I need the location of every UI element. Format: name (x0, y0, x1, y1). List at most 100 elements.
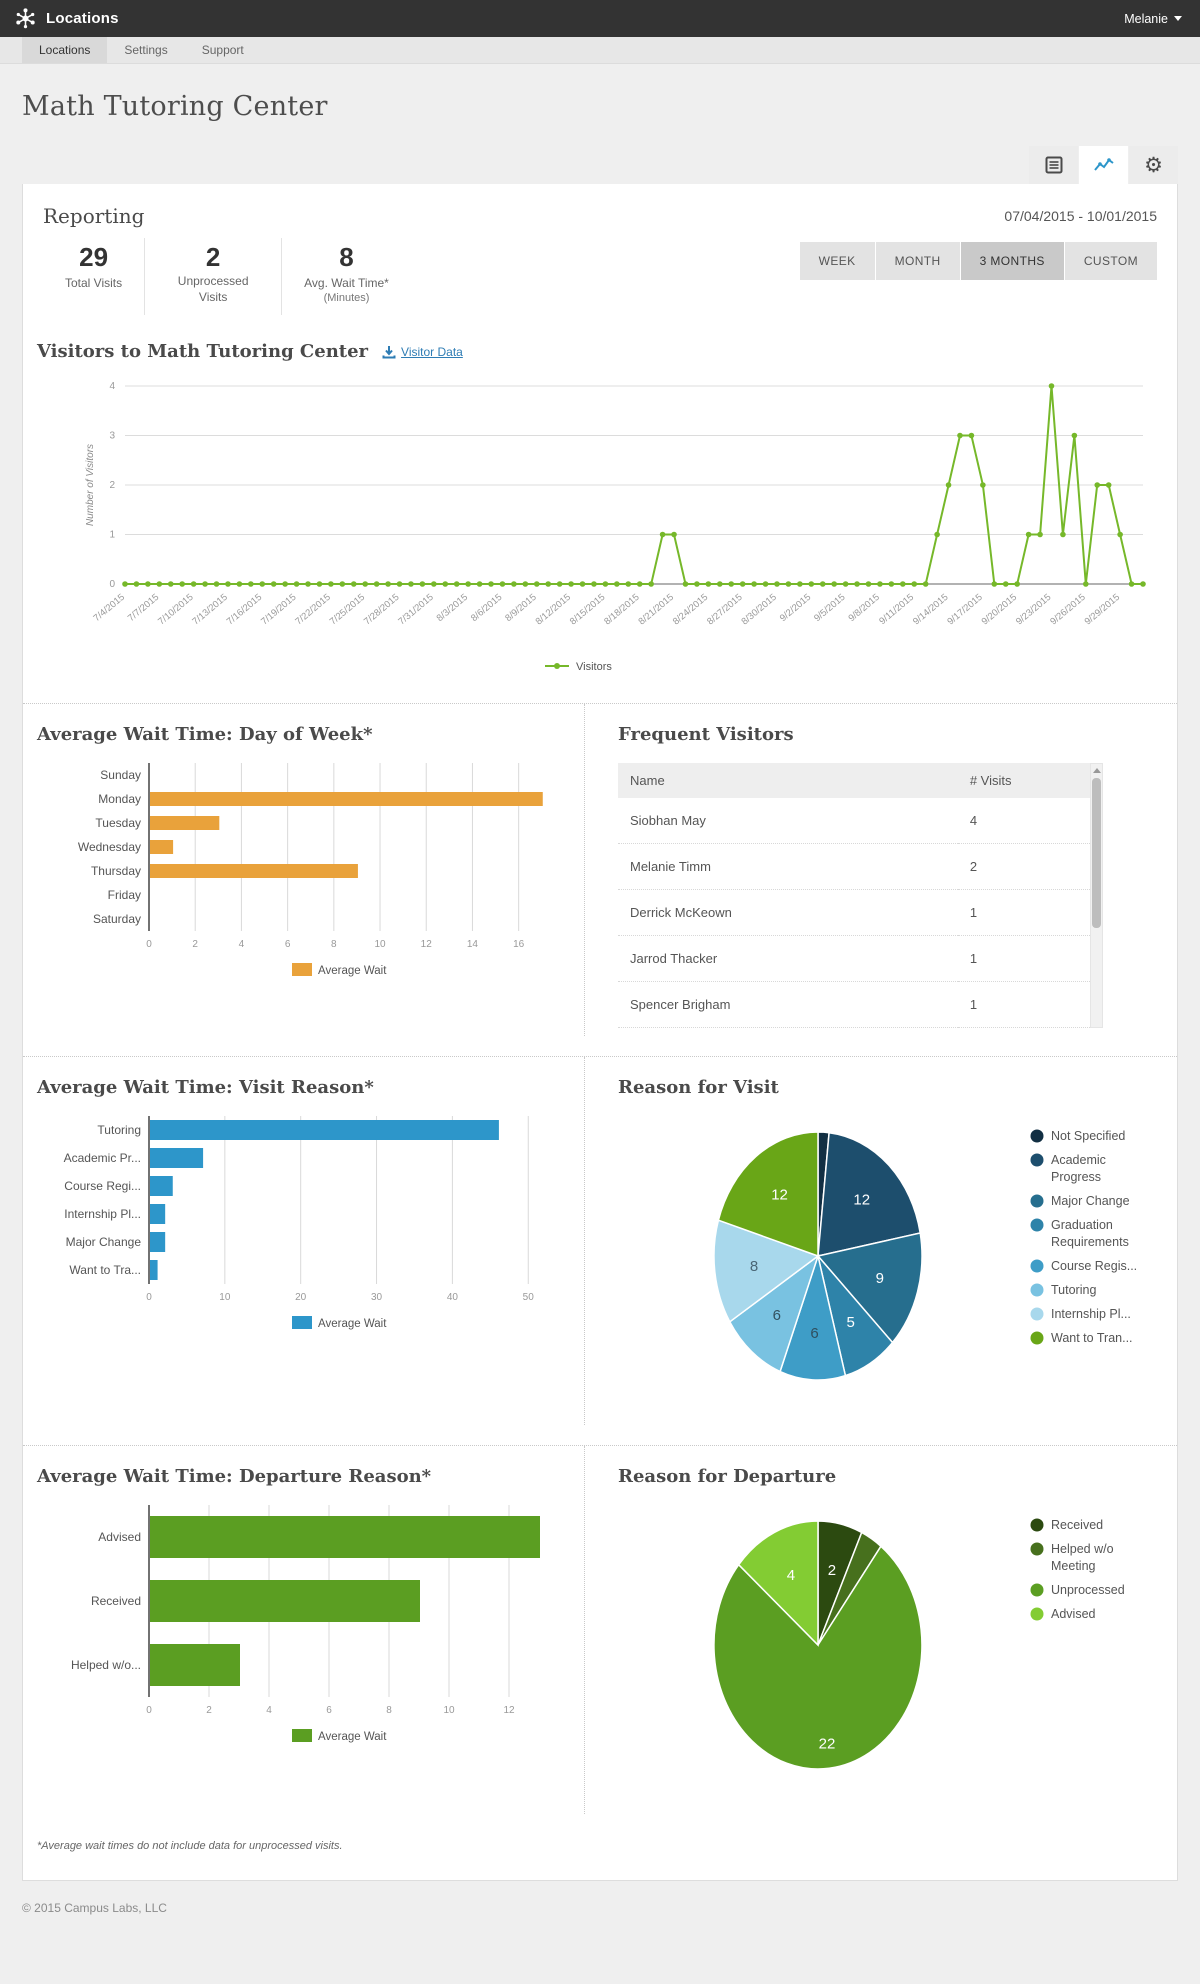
svg-text:4: 4 (266, 1705, 272, 1716)
stat-avg-wait-time: 8 Avg. Wait Time* (Minutes) (281, 238, 411, 316)
svg-text:Helped w/o...: Helped w/o... (71, 1658, 141, 1672)
stats-row: 29 Total Visits 2 Unprocessed Visits 8 A… (43, 238, 411, 316)
svg-text:50: 50 (523, 1292, 535, 1303)
range-button-custom[interactable]: CUSTOM (1064, 242, 1157, 280)
svg-text:Requirements: Requirements (1051, 1235, 1129, 1249)
svg-text:12: 12 (421, 939, 433, 950)
svg-text:Major Change: Major Change (66, 1235, 142, 1249)
svg-text:0: 0 (146, 1705, 152, 1716)
svg-text:4: 4 (239, 939, 245, 950)
svg-text:9/20/2015: 9/20/2015 (980, 592, 1019, 628)
svg-text:Want to Tran...: Want to Tran... (1051, 1331, 1133, 1345)
scrollbar-thumb[interactable] (1092, 778, 1101, 929)
svg-text:9/23/2015: 9/23/2015 (1014, 592, 1053, 628)
svg-text:6: 6 (285, 939, 291, 950)
stat-unprocessed-visits: 2 Unprocessed Visits (144, 238, 281, 316)
table-row: Siobhan May 4 (618, 798, 1090, 845)
svg-text:Advised: Advised (98, 1530, 141, 1544)
table-scrollbar[interactable] (1090, 763, 1103, 1029)
svg-text:8: 8 (331, 939, 337, 950)
table-row: Spencer Brigham 1 (618, 981, 1090, 1029)
range-button-month[interactable]: MONTH (875, 242, 960, 280)
app-title: Locations (46, 10, 119, 27)
list-view-tab[interactable] (1029, 146, 1078, 184)
user-menu[interactable]: Melanie (1124, 12, 1182, 26)
chevron-down-icon (1174, 16, 1182, 21)
document-list-icon (1045, 156, 1062, 174)
svg-text:9/29/2015: 9/29/2015 (1083, 592, 1122, 628)
wait-departure-reason-chart: 0 2 4 6 8 10 12 Advised Received Helped w/o... Ave… (37, 1497, 570, 1760)
svg-text:9: 9 (876, 1271, 884, 1288)
svg-text:Helped w/o: Helped w/o (1051, 1542, 1114, 1556)
settings-tab[interactable]: ⚙ (1129, 146, 1178, 184)
svg-text:20: 20 (295, 1292, 307, 1303)
table-row: Jarrod Thacker 1 (618, 935, 1090, 983)
visitors-chart-title: Visitors to Math Tutoring Center (37, 341, 369, 363)
svg-text:14: 14 (467, 939, 479, 950)
column-header-visits: # Visits (957, 763, 1090, 799)
user-name: Melanie (1124, 11, 1168, 26)
tab-locations[interactable]: Locations (22, 37, 108, 63)
svg-text:9/14/2015: 9/14/2015 (911, 592, 950, 628)
visitors-line-chart: 0 1 2 3 4 Number of Visitors 7/4/2015 7/7/2015 7… (23, 362, 1177, 683)
range-button-week[interactable]: WEEK (799, 242, 875, 280)
reason-for-departure-pie-chart: 2 22 4 Received Helped w/o Meeting Unprocessed… (618, 1493, 1163, 1806)
top-navbar: Locations Melanie (0, 0, 1200, 37)
panel-title: Reporting (43, 204, 145, 228)
svg-text:10: 10 (374, 939, 386, 950)
svg-text:12: 12 (853, 1192, 870, 1209)
page-title: Math Tutoring Center (22, 91, 328, 122)
svg-text:9/11/2015: 9/11/2015 (877, 592, 916, 627)
svg-text:Received: Received (91, 1594, 141, 1608)
reporting-panel: Reporting 07/04/2015 - 10/01/2015 29 Tot… (22, 184, 1178, 1882)
column-header-name: Name (618, 763, 958, 799)
svg-text:3: 3 (109, 431, 115, 442)
svg-text:40: 40 (447, 1292, 459, 1303)
svg-text:7/13/2015: 7/13/2015 (190, 592, 229, 628)
tab-support[interactable]: Support (201, 43, 244, 57)
line-chart-icon (1093, 158, 1114, 171)
wait-visit-reason-title: Average Wait Time: Visit Reason* (37, 1077, 374, 1099)
svg-text:Monday: Monday (98, 792, 141, 806)
primary-tabs: Locations Settings Support (0, 37, 1200, 64)
page: Math Tutoring Center ⚙ Reporting 07/04/2… (0, 91, 1200, 1941)
svg-text:Tuesday: Tuesday (95, 816, 141, 830)
svg-text:2: 2 (206, 1705, 212, 1716)
svg-text:2: 2 (192, 939, 198, 950)
svg-text:8/6/2015: 8/6/2015 (469, 592, 504, 624)
svg-text:7/19/2015: 7/19/2015 (259, 592, 298, 628)
download-icon (382, 345, 396, 359)
svg-text:8: 8 (750, 1259, 758, 1276)
svg-text:Saturday: Saturday (93, 912, 141, 926)
svg-text:Visitors: Visitors (576, 661, 612, 673)
svg-text:7/10/2015: 7/10/2015 (156, 592, 195, 628)
table-row: Derrick McKeown 1 (618, 889, 1090, 937)
svg-text:9/17/2015: 9/17/2015 (945, 592, 984, 628)
tab-settings[interactable]: Settings (124, 43, 168, 57)
svg-text:10: 10 (219, 1292, 231, 1303)
wait-day-of-week-title: Average Wait Time: Day of Week* (37, 724, 373, 746)
report-view-tab[interactable] (1079, 146, 1128, 184)
svg-text:5: 5 (847, 1315, 855, 1332)
svg-text:16: 16 (513, 939, 525, 950)
svg-text:8/12/2015: 8/12/2015 (534, 592, 573, 628)
svg-text:Want to Tra...: Want to Tra... (69, 1263, 141, 1277)
svg-text:9/5/2015: 9/5/2015 (812, 592, 847, 624)
date-range-buttons: WEEK MONTH 3 MONTHS CUSTOM (799, 242, 1157, 280)
svg-text:7/4/2015: 7/4/2015 (92, 592, 127, 624)
svg-text:7/31/2015: 7/31/2015 (396, 592, 435, 628)
frequent-visitors-title: Frequent Visitors (618, 724, 794, 746)
svg-text:Academic Pr...: Academic Pr... (64, 1151, 141, 1165)
svg-text:7/28/2015: 7/28/2015 (362, 592, 401, 628)
svg-text:4: 4 (787, 1568, 795, 1585)
svg-text:6: 6 (326, 1705, 332, 1716)
svg-text:Friday: Friday (108, 888, 141, 902)
visitor-data-download-link[interactable]: Visitor Data (382, 345, 463, 359)
reason-for-departure-title: Reason for Departure (618, 1466, 837, 1488)
svg-text:Meeting: Meeting (1051, 1559, 1096, 1573)
range-button-3-months[interactable]: 3 MONTHS (960, 242, 1064, 280)
svg-text:Tutoring: Tutoring (1051, 1283, 1096, 1297)
scroll-up-arrow-icon[interactable] (1093, 768, 1101, 774)
wait-departure-reason-title: Average Wait Time: Departure Reason* (37, 1466, 432, 1488)
svg-text:9/26/2015: 9/26/2015 (1048, 592, 1087, 628)
